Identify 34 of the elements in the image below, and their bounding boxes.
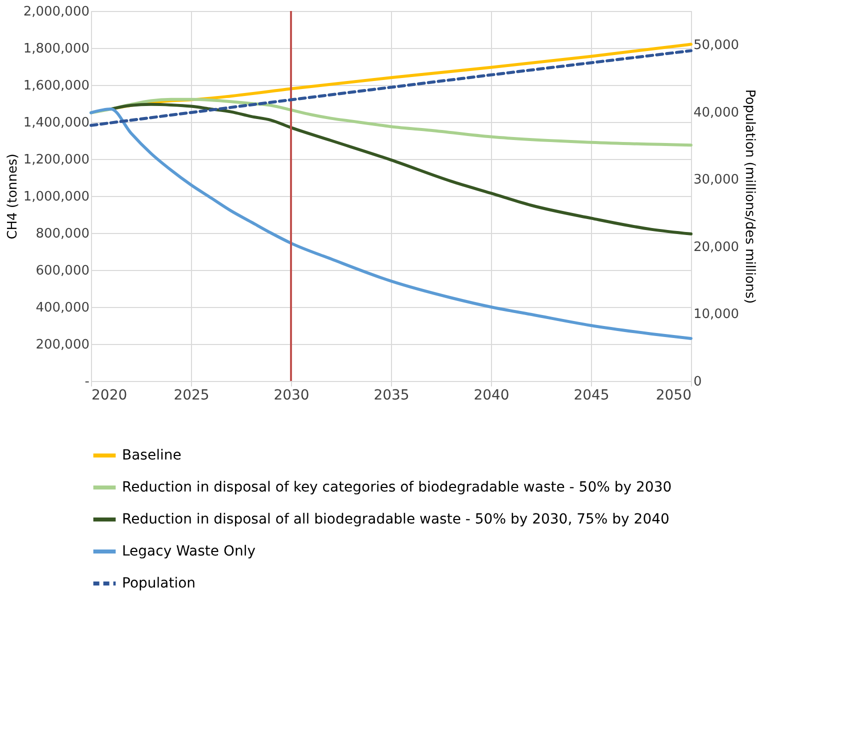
y-tick-label: 1,400,000 <box>23 116 90 130</box>
legend-label: Legacy Waste Only <box>122 544 256 560</box>
x-tick-label: 2035 <box>374 388 410 404</box>
y-axis-title: CH4 (tonnes) <box>5 154 20 240</box>
y-tick-label: 600,000 <box>36 264 90 278</box>
x-tick-label: 2045 <box>574 388 610 404</box>
legend-label: Baseline <box>122 448 182 464</box>
y-tick-label: 1,600,000 <box>23 78 90 94</box>
line-series <box>90 49 692 127</box>
y-tick-label: 1,800,000 <box>23 42 90 56</box>
x-tick-label: 2040 <box>474 388 510 404</box>
legend-label: Reduction in disposal of key categories of biodegradable waste - 50% by 2030 <box>122 480 672 496</box>
x-tick-label: 2025 <box>174 388 210 404</box>
y2-tick-label: 50,000 <box>694 38 739 54</box>
y-tick-label: 800,000 <box>36 226 90 242</box>
legend-label: Population <box>122 576 196 592</box>
x-tick-label: 2020 <box>92 388 128 404</box>
y2-tick-label: 10,000 <box>694 307 739 322</box>
line-series <box>110 102 692 236</box>
y2-tick-label: 0 <box>694 374 702 390</box>
y-tick-label: - <box>84 374 90 390</box>
y2-tick-label: 20,000 <box>694 240 739 255</box>
y2-tick-label: 40,000 <box>694 105 739 120</box>
y2-axis-title: Population (millions/des millions) <box>742 89 757 304</box>
x-tick-label: 2030 <box>274 388 310 404</box>
y-tick-label: 1,000,000 <box>23 190 90 204</box>
x-tick-label: 2050 <box>656 388 692 404</box>
y-tick-label: 1,200,000 <box>23 152 90 168</box>
line-series <box>90 108 692 340</box>
y-tick-label: 400,000 <box>36 300 90 316</box>
y-tick-label: 2,000,000 <box>23 4 90 20</box>
y-tick-label: 200,000 <box>36 338 90 352</box>
y2-tick-label: 30,000 <box>694 172 739 188</box>
legend-label: Reduction in disposal of all biodegradable waste - 50% by 2030, 75% by 2040 <box>122 512 670 528</box>
